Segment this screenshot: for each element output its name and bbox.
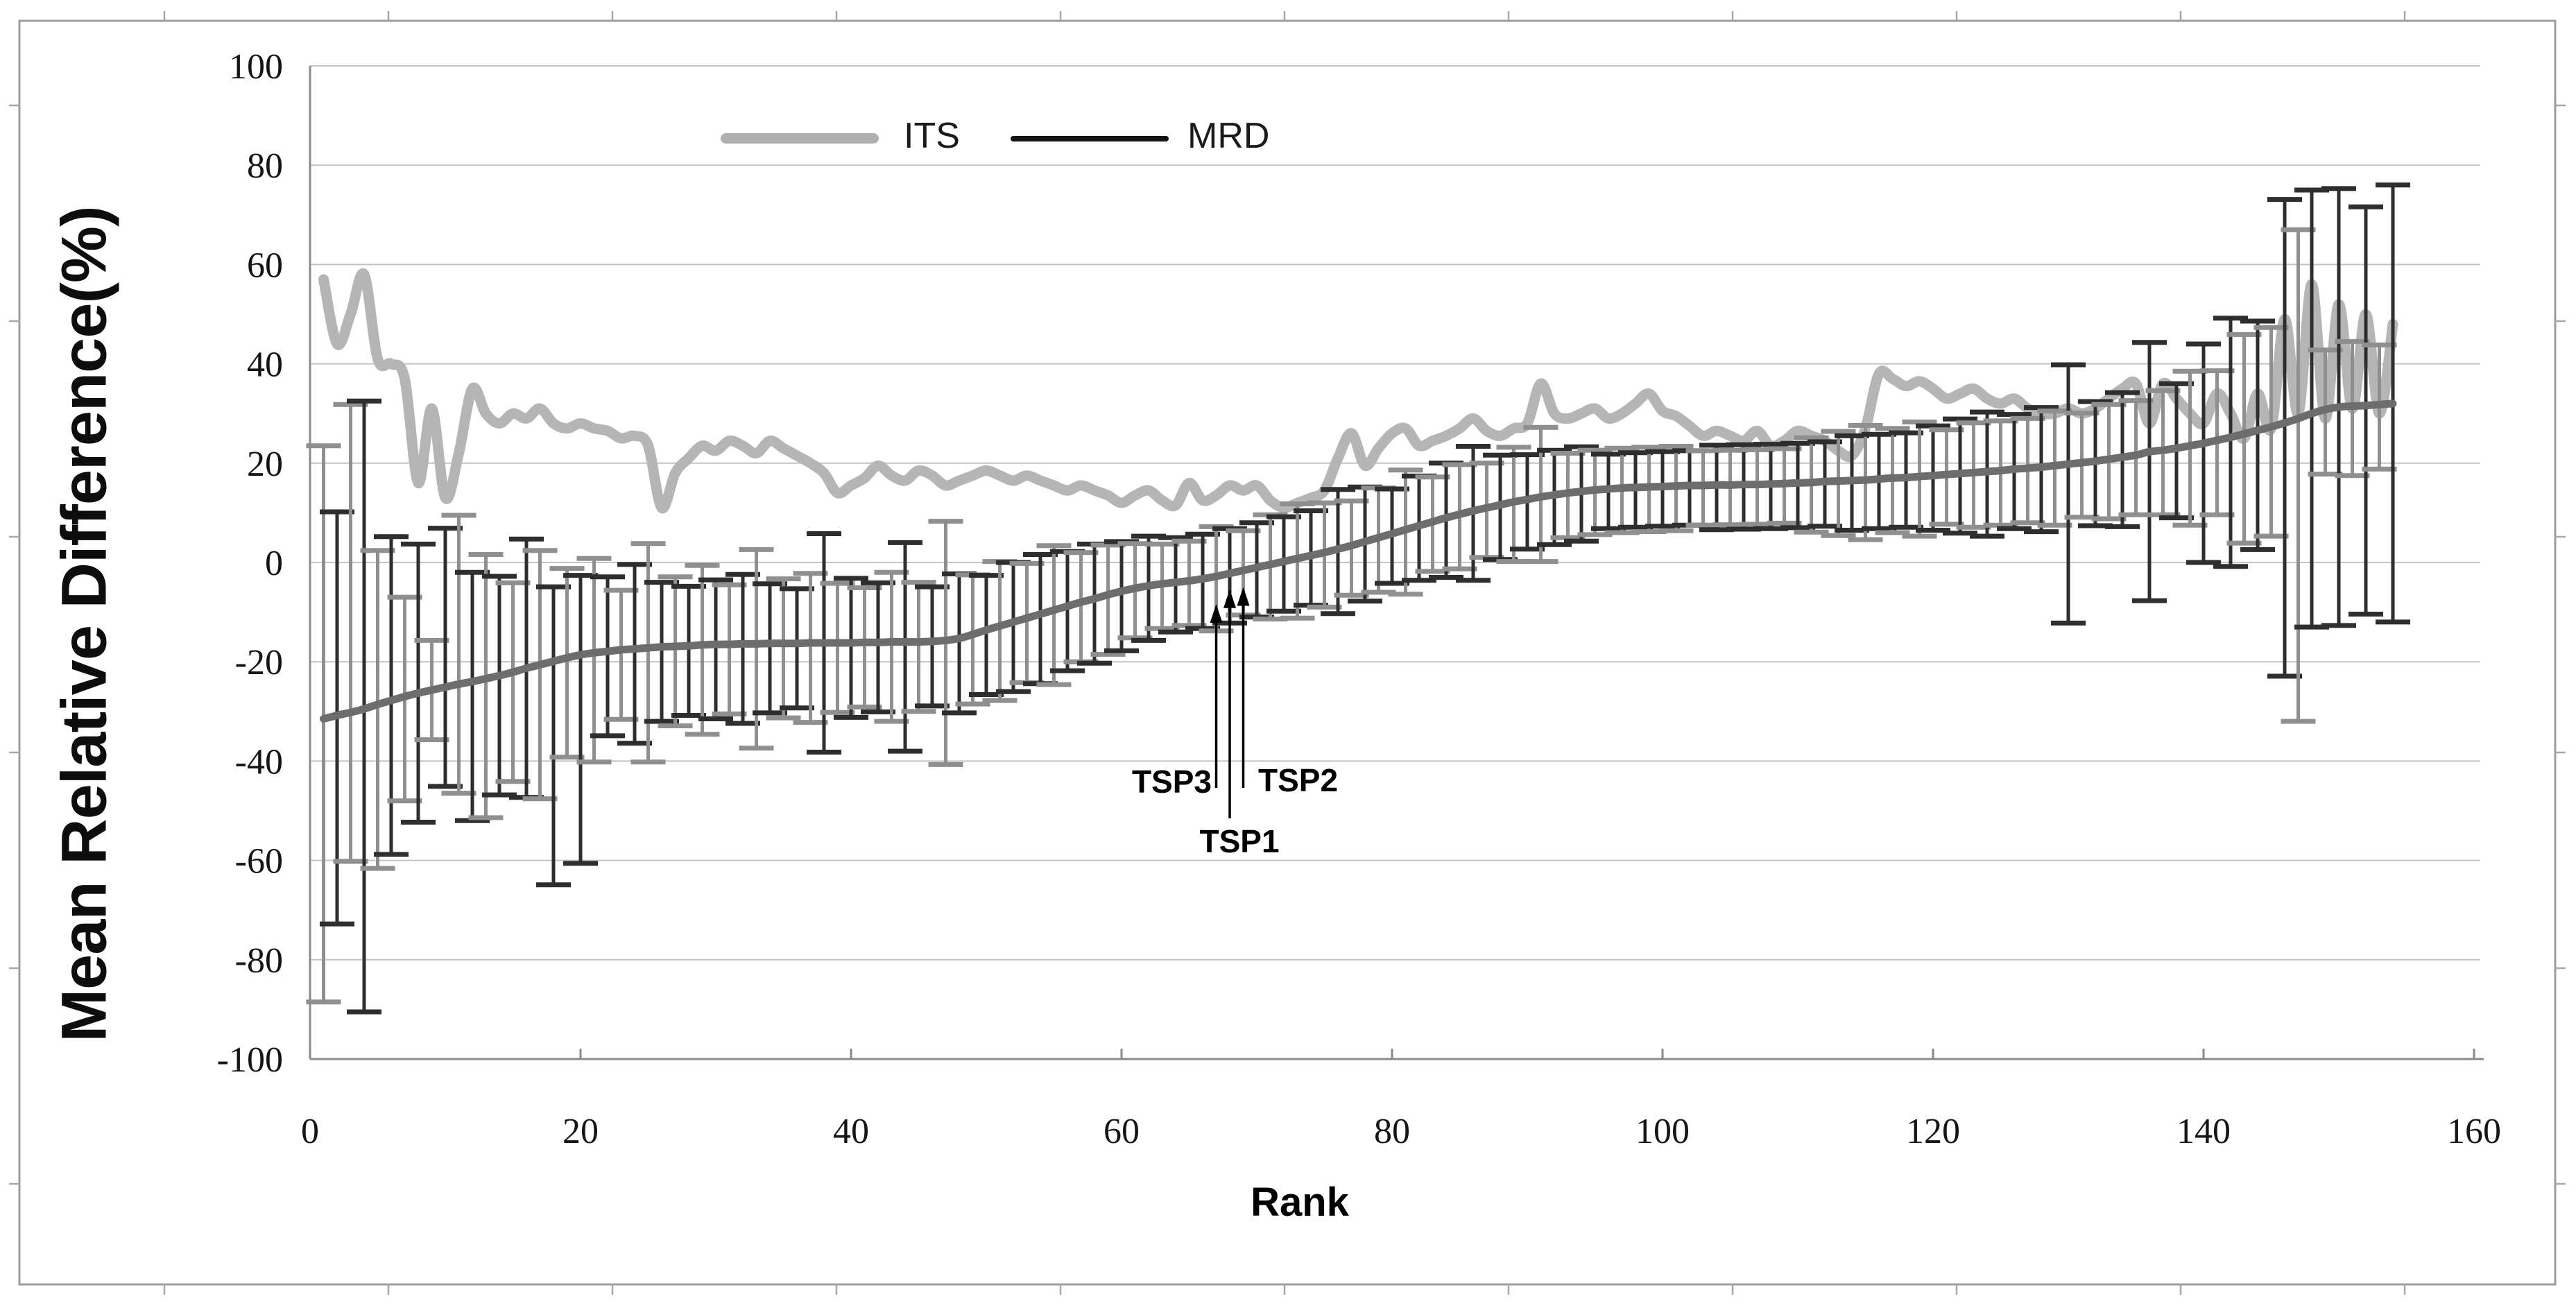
svg-text:-40: -40: [235, 742, 283, 782]
svg-text:-80: -80: [235, 941, 283, 981]
svg-text:-100: -100: [217, 1040, 283, 1080]
svg-text:20: 20: [563, 1112, 599, 1151]
svg-text:60: 60: [1104, 1112, 1140, 1151]
its-line-swatch: [721, 133, 879, 144]
svg-text:0: 0: [301, 1112, 319, 1151]
svg-text:140: 140: [2176, 1112, 2231, 1151]
x-axis: [309, 1049, 2484, 1060]
annotation-label-tsp3: TSP3: [1131, 764, 1212, 800]
annotation-label-tsp1: TSP1: [1199, 823, 1280, 859]
mrd-line-swatch: [1011, 136, 1169, 141]
y-tick-labels: 100 80 60 40 20 0 -20 -40 -60 -80 -100: [217, 47, 283, 1080]
svg-text:120: 120: [1906, 1112, 1960, 1151]
svg-text:160: 160: [2447, 1112, 2501, 1151]
gridlines: [310, 65, 2480, 961]
svg-text:20: 20: [247, 445, 283, 484]
legend-label-mrd: MRD: [1187, 116, 1270, 156]
mrd-line: [320, 399, 2397, 723]
svg-text:-60: -60: [235, 842, 283, 881]
tsp-arrows: [1210, 587, 1250, 818]
svg-text:40: 40: [833, 1112, 869, 1151]
annotation-label-tsp2: TSP2: [1258, 762, 1339, 798]
x-axis-title: Rank: [1251, 1180, 1349, 1225]
svg-text:0: 0: [265, 544, 283, 583]
mrd-error-bars: [306, 182, 2410, 1015]
svg-text:40: 40: [247, 345, 283, 385]
svg-text:60: 60: [247, 246, 283, 285]
svg-text:-20: -20: [235, 643, 283, 682]
y-axis-title: Mean Relative Difference(%): [49, 206, 120, 1042]
svg-text:100: 100: [1635, 1112, 1690, 1151]
svg-text:80: 80: [247, 146, 283, 186]
figure-frame: [9, 11, 2566, 1295]
legend-label-its: ITS: [904, 116, 960, 156]
x-tick-labels: 0 20 40 60 80 100 120 140 160: [301, 1112, 2501, 1151]
svg-text:80: 80: [1374, 1112, 1410, 1151]
svg-text:100: 100: [229, 47, 283, 87]
